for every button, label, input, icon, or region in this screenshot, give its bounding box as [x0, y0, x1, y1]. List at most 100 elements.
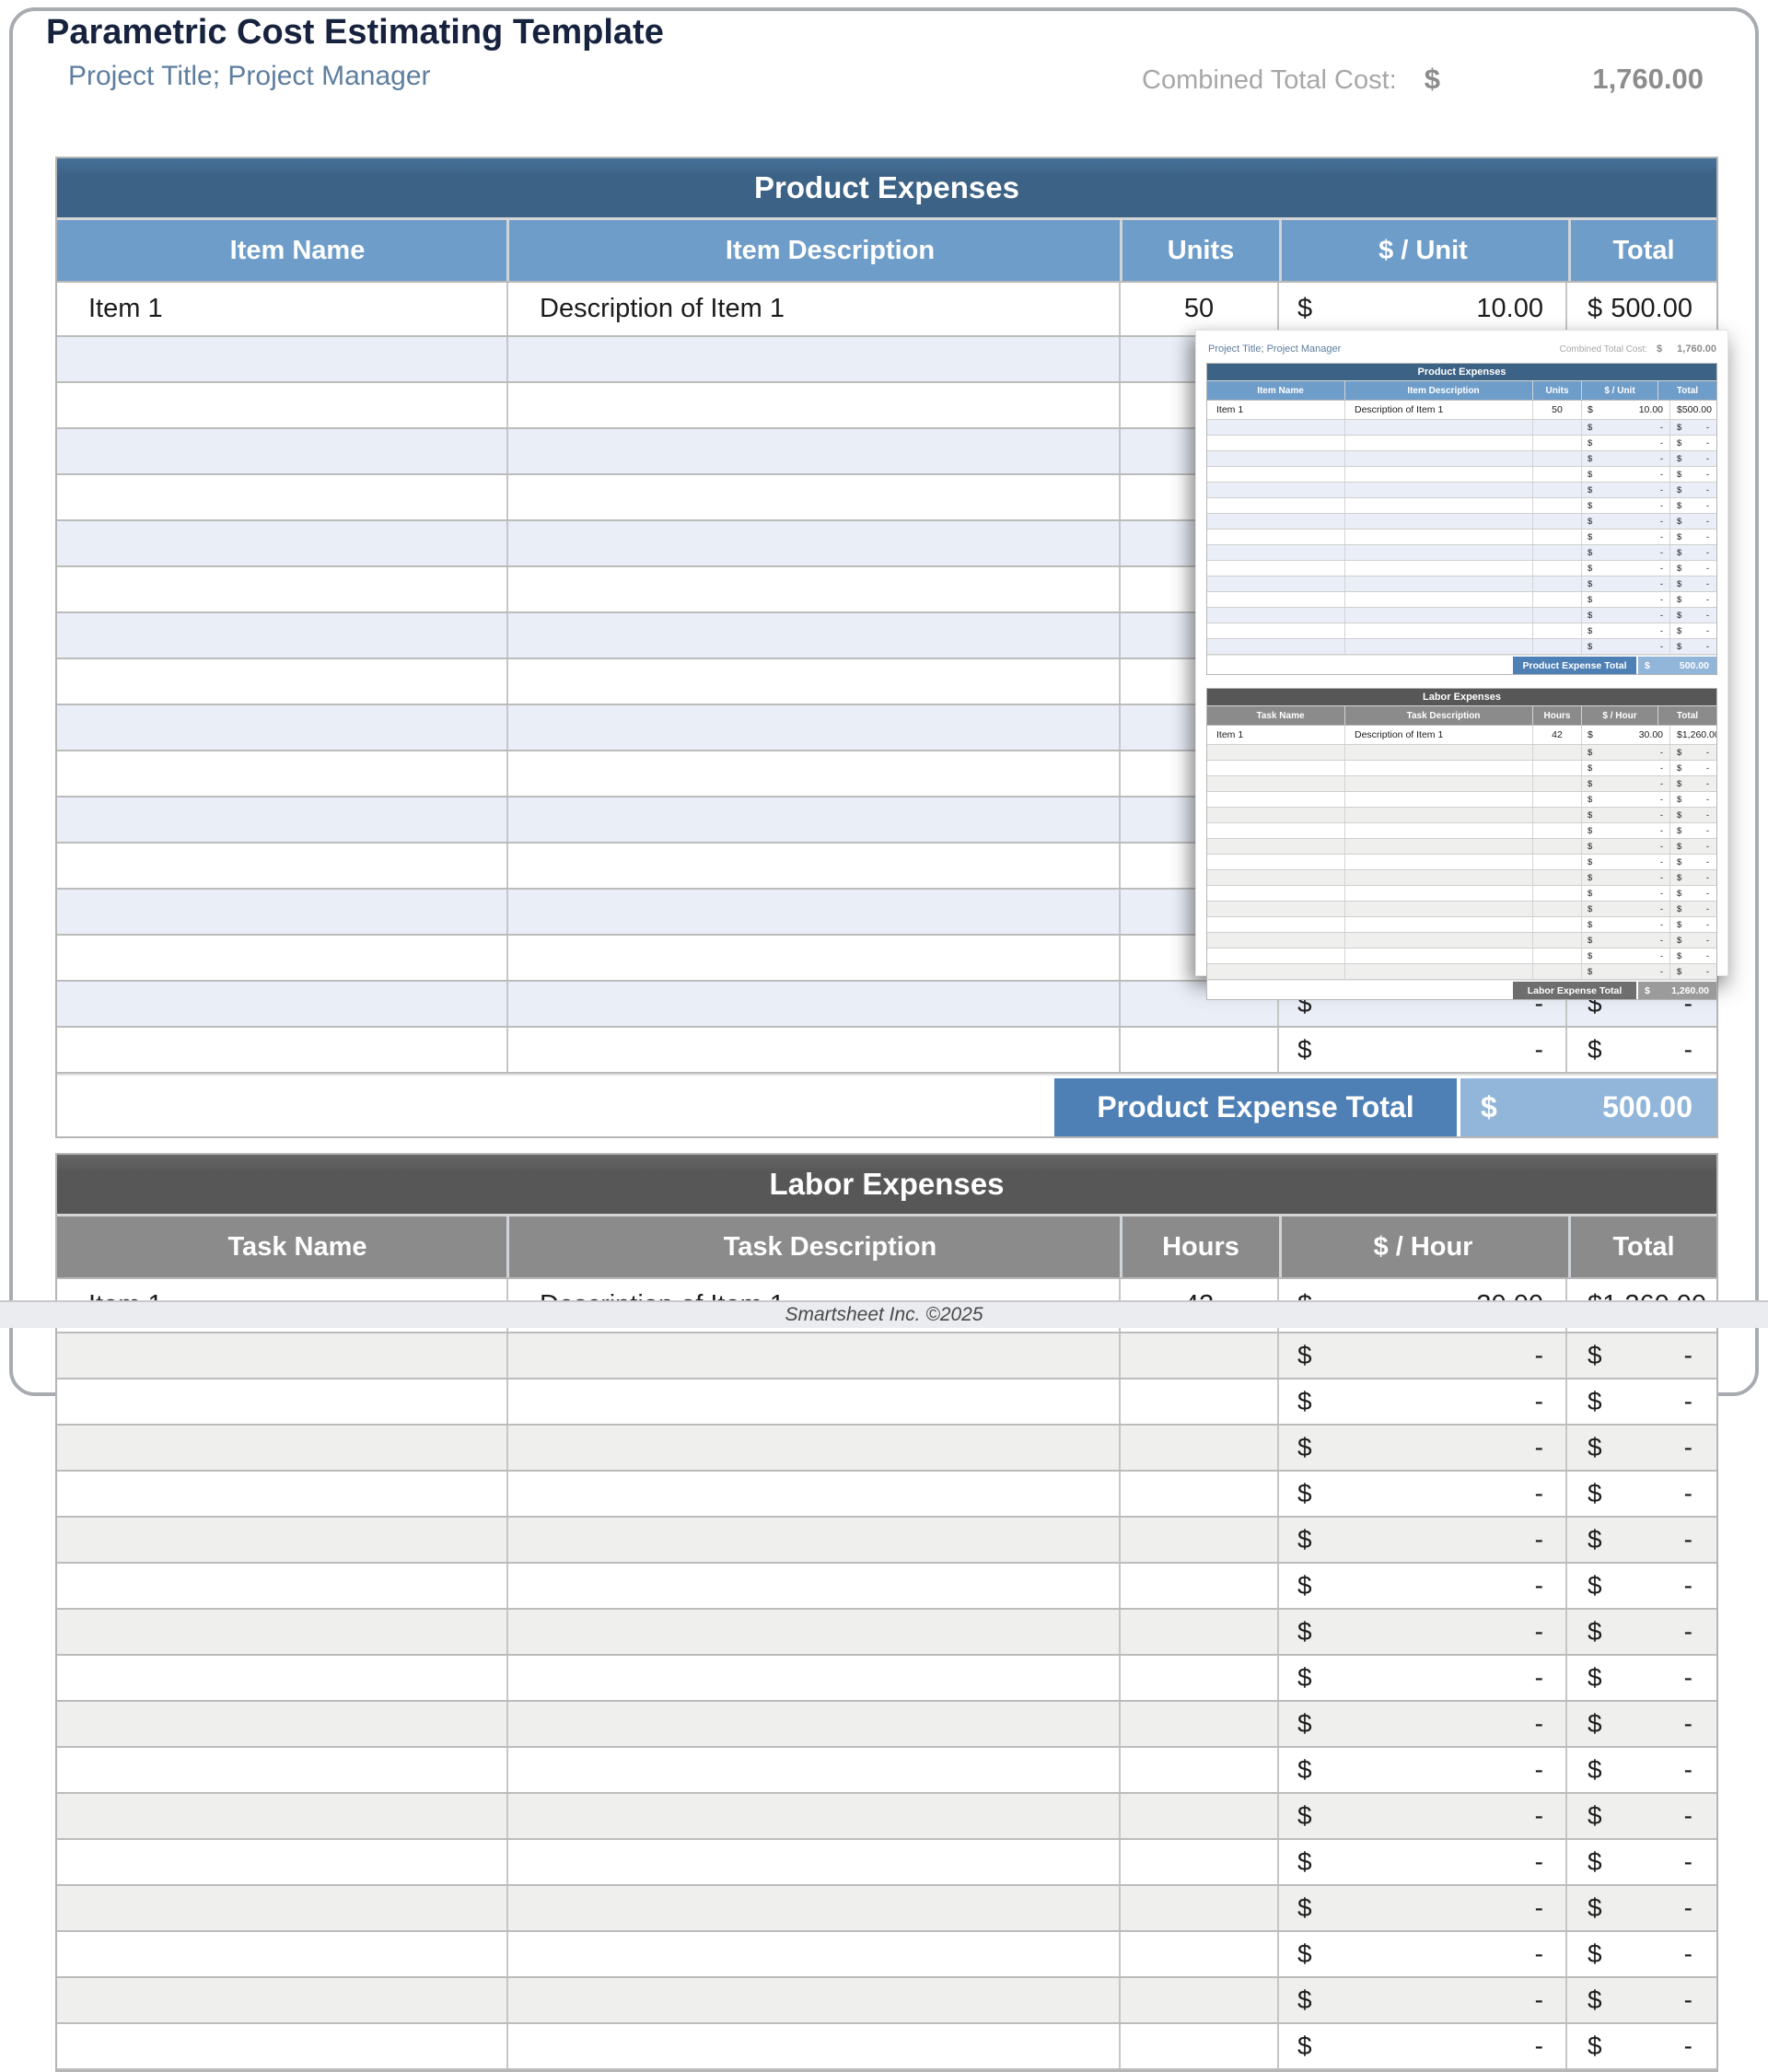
cell-cost-per-hour: $ 30.00: [1581, 726, 1669, 744]
empty-amount: -: [1683, 2031, 1692, 2060]
empty-money-cell: $-: [1581, 545, 1669, 560]
empty-cell: [57, 2024, 506, 2068]
empty-cell: [57, 1472, 506, 1516]
empty-amount: -: [1659, 794, 1663, 805]
empty-money-cell: $-: [1565, 1886, 1716, 1930]
currency-symbol: $: [1588, 516, 1593, 527]
empty-amount: -: [1705, 641, 1709, 652]
empty-money-cell: $-: [1277, 2024, 1565, 2068]
empty-amount: -: [1534, 989, 1543, 1018]
currency-symbol: $: [1645, 984, 1650, 996]
empty-cell: [1119, 1656, 1277, 1700]
currency-symbol: $: [1677, 747, 1682, 758]
empty-money-cell: $-: [1669, 623, 1716, 638]
empty-money-cell: $-: [1669, 530, 1716, 544]
empty-money-cell: $-: [1581, 902, 1669, 916]
empty-cell: [1207, 498, 1344, 513]
empty-amount: -: [1659, 641, 1663, 652]
currency-symbol: $: [1297, 1755, 1312, 1784]
currency-symbol: $: [1677, 547, 1682, 558]
currency-symbol: $: [1588, 2031, 1602, 2060]
empty-cell: [506, 1840, 1119, 1884]
currency-symbol: $: [1588, 1709, 1602, 1738]
empty-cell: [506, 705, 1119, 750]
empty-amount: -: [1659, 547, 1663, 558]
empty-cell: [1532, 745, 1581, 760]
currency-symbol: $: [1588, 856, 1593, 867]
currency-symbol: $: [1677, 794, 1682, 805]
empty-cell: [506, 1748, 1119, 1792]
empty-cell: [57, 844, 506, 888]
currency-symbol: $: [1677, 437, 1682, 448]
footer-bar: Smartsheet Inc. ©2025: [0, 1300, 1768, 1328]
empty-cell: [1532, 792, 1581, 807]
empty-amount: -: [1534, 1035, 1543, 1064]
empty-amount: -: [1705, 437, 1709, 448]
currency-symbol: $: [1588, 422, 1593, 433]
empty-row: $-$-: [1207, 761, 1716, 776]
empty-amount: -: [1705, 794, 1709, 805]
empty-money-cell: $-: [1565, 1702, 1716, 1746]
empty-amount: -: [1534, 1663, 1543, 1692]
empty-amount: -: [1683, 1617, 1692, 1646]
empty-cell: [1344, 792, 1532, 807]
empty-money-cell: $-: [1669, 964, 1716, 979]
empty-amount: -: [1705, 825, 1709, 836]
product-total-amount: 500.00: [1602, 1090, 1692, 1123]
empty-amount: -: [1683, 1755, 1692, 1784]
currency-symbol: $: [1588, 500, 1593, 511]
empty-cell: [506, 1028, 1119, 1072]
cell-item-name: Item 1: [1216, 404, 1244, 415]
empty-row: $-$-: [57, 1518, 1716, 1564]
empty-money-cell: $-: [1277, 1564, 1565, 1608]
empty-row: $-$-: [1207, 792, 1716, 808]
column-header-item-name: Item Name: [1207, 381, 1344, 400]
empty-money-cell: $-: [1565, 1472, 1716, 1516]
cell-total: $ 500.00: [1669, 401, 1716, 419]
empty-cell: [1532, 545, 1581, 560]
empty-row: $-$-: [1207, 576, 1716, 592]
empty-amount: -: [1683, 1893, 1692, 1922]
empty-cell: [57, 705, 506, 750]
empty-amount: -: [1705, 547, 1709, 558]
currency-symbol: $: [1588, 888, 1593, 899]
empty-row: $-$-: [1207, 933, 1716, 949]
currency-symbol: $: [1677, 856, 1682, 867]
empty-cell: [1119, 1379, 1277, 1424]
empty-money-cell: $-: [1581, 530, 1669, 544]
empty-cell: [1532, 761, 1581, 775]
empty-amount: -: [1683, 1571, 1692, 1600]
empty-row: $-$-: [1207, 608, 1716, 623]
column-header-total: Total: [1658, 381, 1716, 400]
empty-cell: [1119, 705, 1277, 750]
empty-cell: [506, 1564, 1119, 1608]
empty-amount: -: [1534, 1617, 1543, 1646]
empty-cell: [57, 521, 506, 565]
currency-symbol: $: [1677, 484, 1682, 495]
empty-money-cell: $-: [1581, 855, 1669, 869]
table-row: Item 1 Description of Item 1 42 $ 30.00 …: [1207, 726, 1716, 745]
currency-symbol: $: [1588, 729, 1593, 740]
currency-symbol: $: [1588, 872, 1593, 883]
column-header-task-name: Task Name: [57, 1216, 506, 1277]
empty-cell: [1119, 1472, 1277, 1516]
empty-amount: -: [1683, 1709, 1692, 1738]
inset-labor-header-row: Task Name Task Description Hours $ / Hou…: [1207, 706, 1716, 726]
currency-symbol: $: [1297, 1801, 1312, 1830]
currency-symbol: $: [1588, 1801, 1602, 1830]
labor-total-amount: 1,260.00: [1671, 984, 1709, 996]
empty-cell: [1119, 659, 1277, 704]
empty-row: $-$-: [57, 1028, 1716, 1074]
empty-amount: -: [1705, 625, 1709, 636]
empty-cell: [1532, 964, 1581, 979]
empty-amount: -: [1534, 1433, 1543, 1461]
currency-symbol: $: [1588, 547, 1593, 558]
empty-cell: [506, 1426, 1119, 1470]
empty-amount: -: [1683, 1387, 1692, 1415]
empty-cell: [506, 1472, 1119, 1516]
empty-money-cell: $-: [1669, 761, 1716, 775]
empty-cell: [57, 429, 506, 473]
currency-symbol: $: [1588, 641, 1593, 652]
empty-money-cell: $-: [1277, 1932, 1565, 1976]
empty-cell: [1119, 751, 1277, 796]
